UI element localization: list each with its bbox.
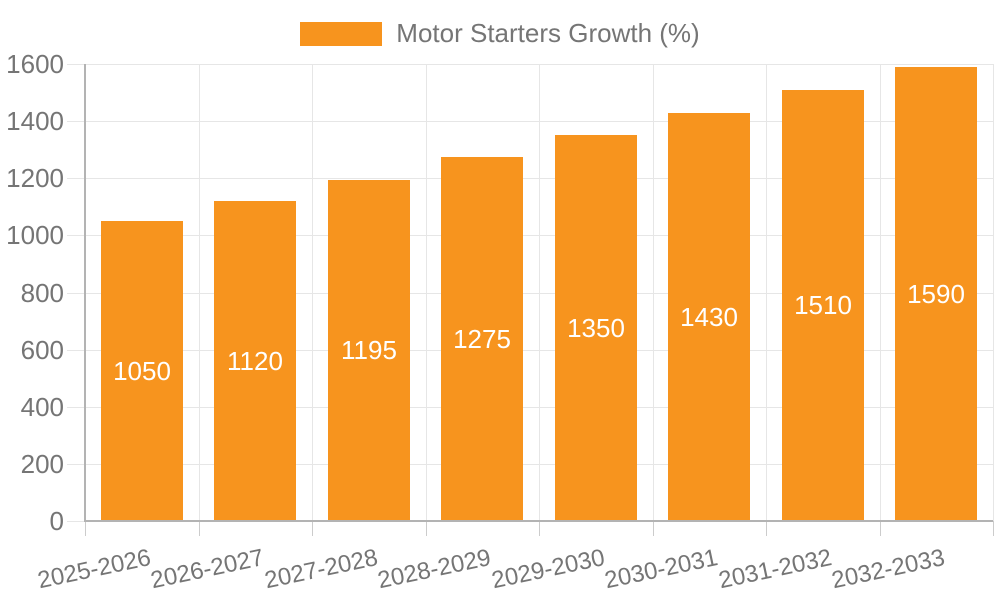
y-gridline (67, 350, 993, 351)
category-boundary-gridline (426, 64, 427, 521)
x-tick-label: 2032-2033 (829, 544, 948, 595)
y-tick-label: 200 (20, 449, 64, 479)
category-boundary-gridline (653, 64, 654, 521)
y-gridline (67, 121, 993, 122)
legend-label: Motor Starters Growth (%) (396, 18, 700, 48)
x-tick-label: 2026-2027 (148, 544, 267, 595)
category-boundary-gridline (880, 64, 881, 521)
bar-value-label: 1510 (794, 290, 852, 320)
category-boundary-gridline (199, 64, 200, 521)
bar[interactable] (441, 157, 523, 521)
x-tick-label: 2027-2028 (262, 544, 381, 595)
y-tick-label: 800 (20, 278, 64, 308)
y-gridline (67, 293, 993, 294)
legend-swatch (300, 21, 383, 46)
y-gridline (67, 407, 993, 408)
x-axis-tick (880, 521, 881, 536)
x-axis-tick (993, 521, 994, 536)
x-tick-label: 2028-2029 (375, 544, 494, 595)
bar[interactable] (668, 113, 750, 521)
y-axis-line (84, 64, 86, 521)
bar[interactable] (555, 135, 637, 521)
y-gridline (67, 64, 993, 65)
y-tick-label: 0 (49, 506, 64, 536)
category-boundary-gridline (539, 64, 540, 521)
bar-value-label: 1430 (680, 302, 738, 332)
x-axis-tick (199, 521, 200, 536)
category-boundary-gridline (766, 64, 767, 521)
bar[interactable] (895, 67, 977, 521)
x-axis-tick (426, 521, 427, 536)
bar-value-label: 1350 (567, 313, 625, 343)
x-axis-tick (766, 521, 767, 536)
x-tick-label: 2030-2031 (602, 544, 721, 595)
legend[interactable]: Motor Starters Growth (%) (0, 18, 1000, 49)
y-zero-tick (67, 521, 85, 522)
x-axis-tick (539, 521, 540, 536)
y-tick-label: 400 (20, 392, 64, 422)
x-axis-line (84, 520, 993, 522)
y-tick-label: 1400 (6, 106, 64, 136)
bar-value-label: 1275 (453, 324, 511, 354)
y-gridline (67, 235, 993, 236)
x-tick-label: 2031-2032 (716, 544, 835, 595)
bar-value-label: 1120 (227, 346, 283, 376)
y-tick-label: 1200 (6, 163, 64, 193)
x-axis-tick (85, 521, 86, 536)
bar-value-label: 1195 (341, 335, 397, 365)
x-tick-label: 2025-2026 (35, 544, 154, 595)
x-axis-tick (312, 521, 313, 536)
bar-value-label: 1590 (907, 279, 965, 309)
category-boundary-gridline (993, 64, 994, 521)
bar[interactable] (214, 201, 296, 521)
bar[interactable] (328, 180, 410, 521)
bar[interactable] (101, 221, 183, 521)
y-gridline (67, 178, 993, 179)
bar[interactable] (782, 90, 864, 521)
y-tick-label: 1600 (6, 49, 64, 79)
x-axis-tick (653, 521, 654, 536)
y-gridline (67, 464, 993, 465)
x-tick-label: 2029-2030 (489, 544, 608, 595)
y-tick-label: 1000 (6, 220, 64, 250)
category-boundary-gridline (312, 64, 313, 521)
y-tick-label: 600 (20, 335, 64, 365)
bar-value-label: 1050 (113, 356, 171, 386)
